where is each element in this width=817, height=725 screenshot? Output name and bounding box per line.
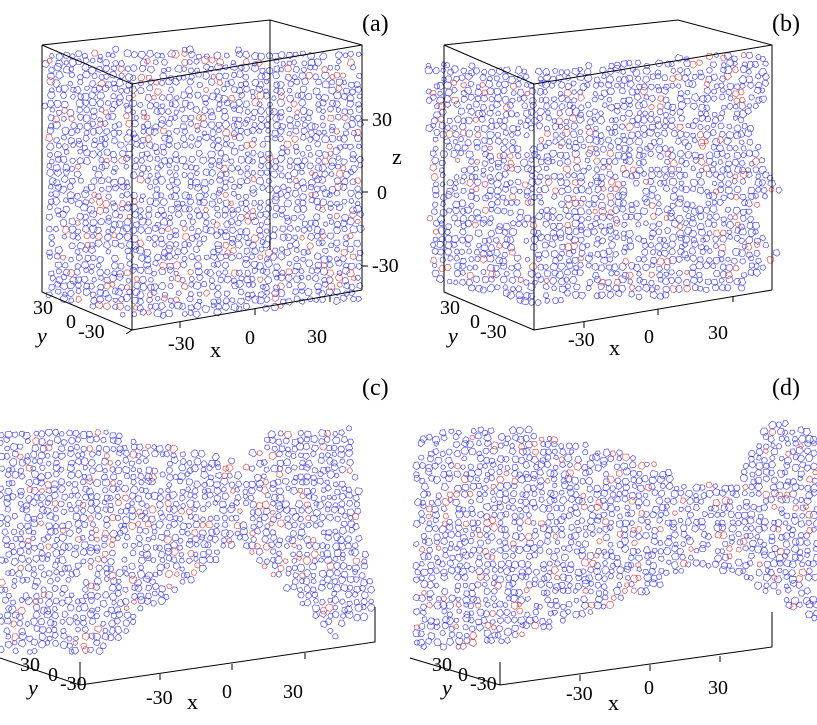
x-axis-label: x xyxy=(609,335,620,360)
mesh-cells xyxy=(424,52,783,306)
bounding-box-d xyxy=(409,612,773,686)
y-tick-label: 0 xyxy=(458,664,468,686)
panel-d: (d) -30 x 0 30 30 0 -30 y xyxy=(408,362,817,725)
z-tick-label: 30 xyxy=(372,109,392,131)
x-tick-label: 0 xyxy=(245,327,255,349)
y-tick-label: 0 xyxy=(48,664,58,686)
x-tick-label: -30 xyxy=(168,333,195,355)
surface-mesh-c xyxy=(0,425,376,655)
bounding-box-a xyxy=(41,19,363,331)
y-tick-label: -30 xyxy=(480,321,507,343)
mesh-cells-highlight xyxy=(45,49,362,316)
panel-b: (b) -30 x 0 30 30 0 -30 y xyxy=(408,0,817,362)
x-tick-label: -30 xyxy=(146,687,173,709)
surface-mesh-d xyxy=(412,420,817,651)
x-tick-label: 30 xyxy=(307,326,327,348)
tick-marks-b xyxy=(583,296,734,328)
x-tick-label: 30 xyxy=(708,677,728,699)
bounding-box-c xyxy=(0,607,376,686)
x-tick-label: 0 xyxy=(644,326,654,348)
z-tick-label: -30 xyxy=(372,255,399,277)
y-tick-label: 30 xyxy=(432,654,452,676)
mesh-cells xyxy=(412,420,817,651)
tick-marks-d xyxy=(579,656,721,681)
x-tick-label: -30 xyxy=(568,329,595,351)
y-tick-label: -30 xyxy=(60,673,87,695)
y-tick-label: 0 xyxy=(470,311,480,333)
tick-marks-a xyxy=(125,119,368,335)
y-axis-label: y xyxy=(28,675,38,700)
panel-label-a: (a) xyxy=(362,11,389,37)
y-axis-label: y xyxy=(37,323,47,348)
mesh-plot-b xyxy=(424,19,783,331)
y-tick-label: 0 xyxy=(66,311,76,333)
mesh-cells-highlight xyxy=(0,429,361,654)
mesh-cells xyxy=(0,425,376,655)
panel-c: (c) -30 x 0 30 30 0 -30 y xyxy=(0,362,408,725)
panel-a: (a) 30 z 0 -30 -30 x 0 30 30 0 -30 y xyxy=(0,0,408,362)
z-axis-label: z xyxy=(392,144,402,169)
x-axis-label: x xyxy=(608,690,619,715)
y-tick-label: 30 xyxy=(33,297,53,319)
panel-label-d: (d) xyxy=(772,375,800,401)
x-tick-label: 0 xyxy=(644,677,654,699)
y-tick-label: -30 xyxy=(470,673,497,695)
x-axis-label: x xyxy=(210,337,221,362)
x-tick-label: 0 xyxy=(222,681,232,703)
mesh-plot-d xyxy=(409,420,817,686)
x-tick-label: 30 xyxy=(708,322,728,344)
surface-mesh-b xyxy=(424,52,783,306)
y-axis-label: y xyxy=(442,675,452,700)
y-axis-label: y xyxy=(448,323,458,348)
mesh-plot-c xyxy=(0,425,376,686)
bounding-box-b xyxy=(443,19,773,331)
surface-mesh-a xyxy=(41,45,365,320)
panel-label-b: (b) xyxy=(772,11,800,37)
panel-label-c: (c) xyxy=(362,375,389,401)
y-tick-label: 30 xyxy=(440,297,460,319)
mesh-plot-a xyxy=(41,19,368,335)
x-axis-label: x xyxy=(187,689,198,714)
y-tick-label: 30 xyxy=(20,654,40,676)
mesh-cells xyxy=(41,45,365,320)
x-tick-label: -30 xyxy=(566,683,593,705)
x-tick-label: 30 xyxy=(283,681,303,703)
mesh-cells-highlight xyxy=(413,428,817,651)
y-tick-label: -30 xyxy=(78,321,105,343)
tick-marks-c xyxy=(159,653,306,680)
z-tick-label: 0 xyxy=(377,182,387,204)
